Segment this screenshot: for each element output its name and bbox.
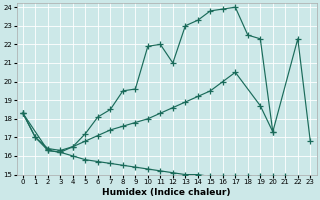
X-axis label: Humidex (Indice chaleur): Humidex (Indice chaleur) (102, 188, 231, 197)
